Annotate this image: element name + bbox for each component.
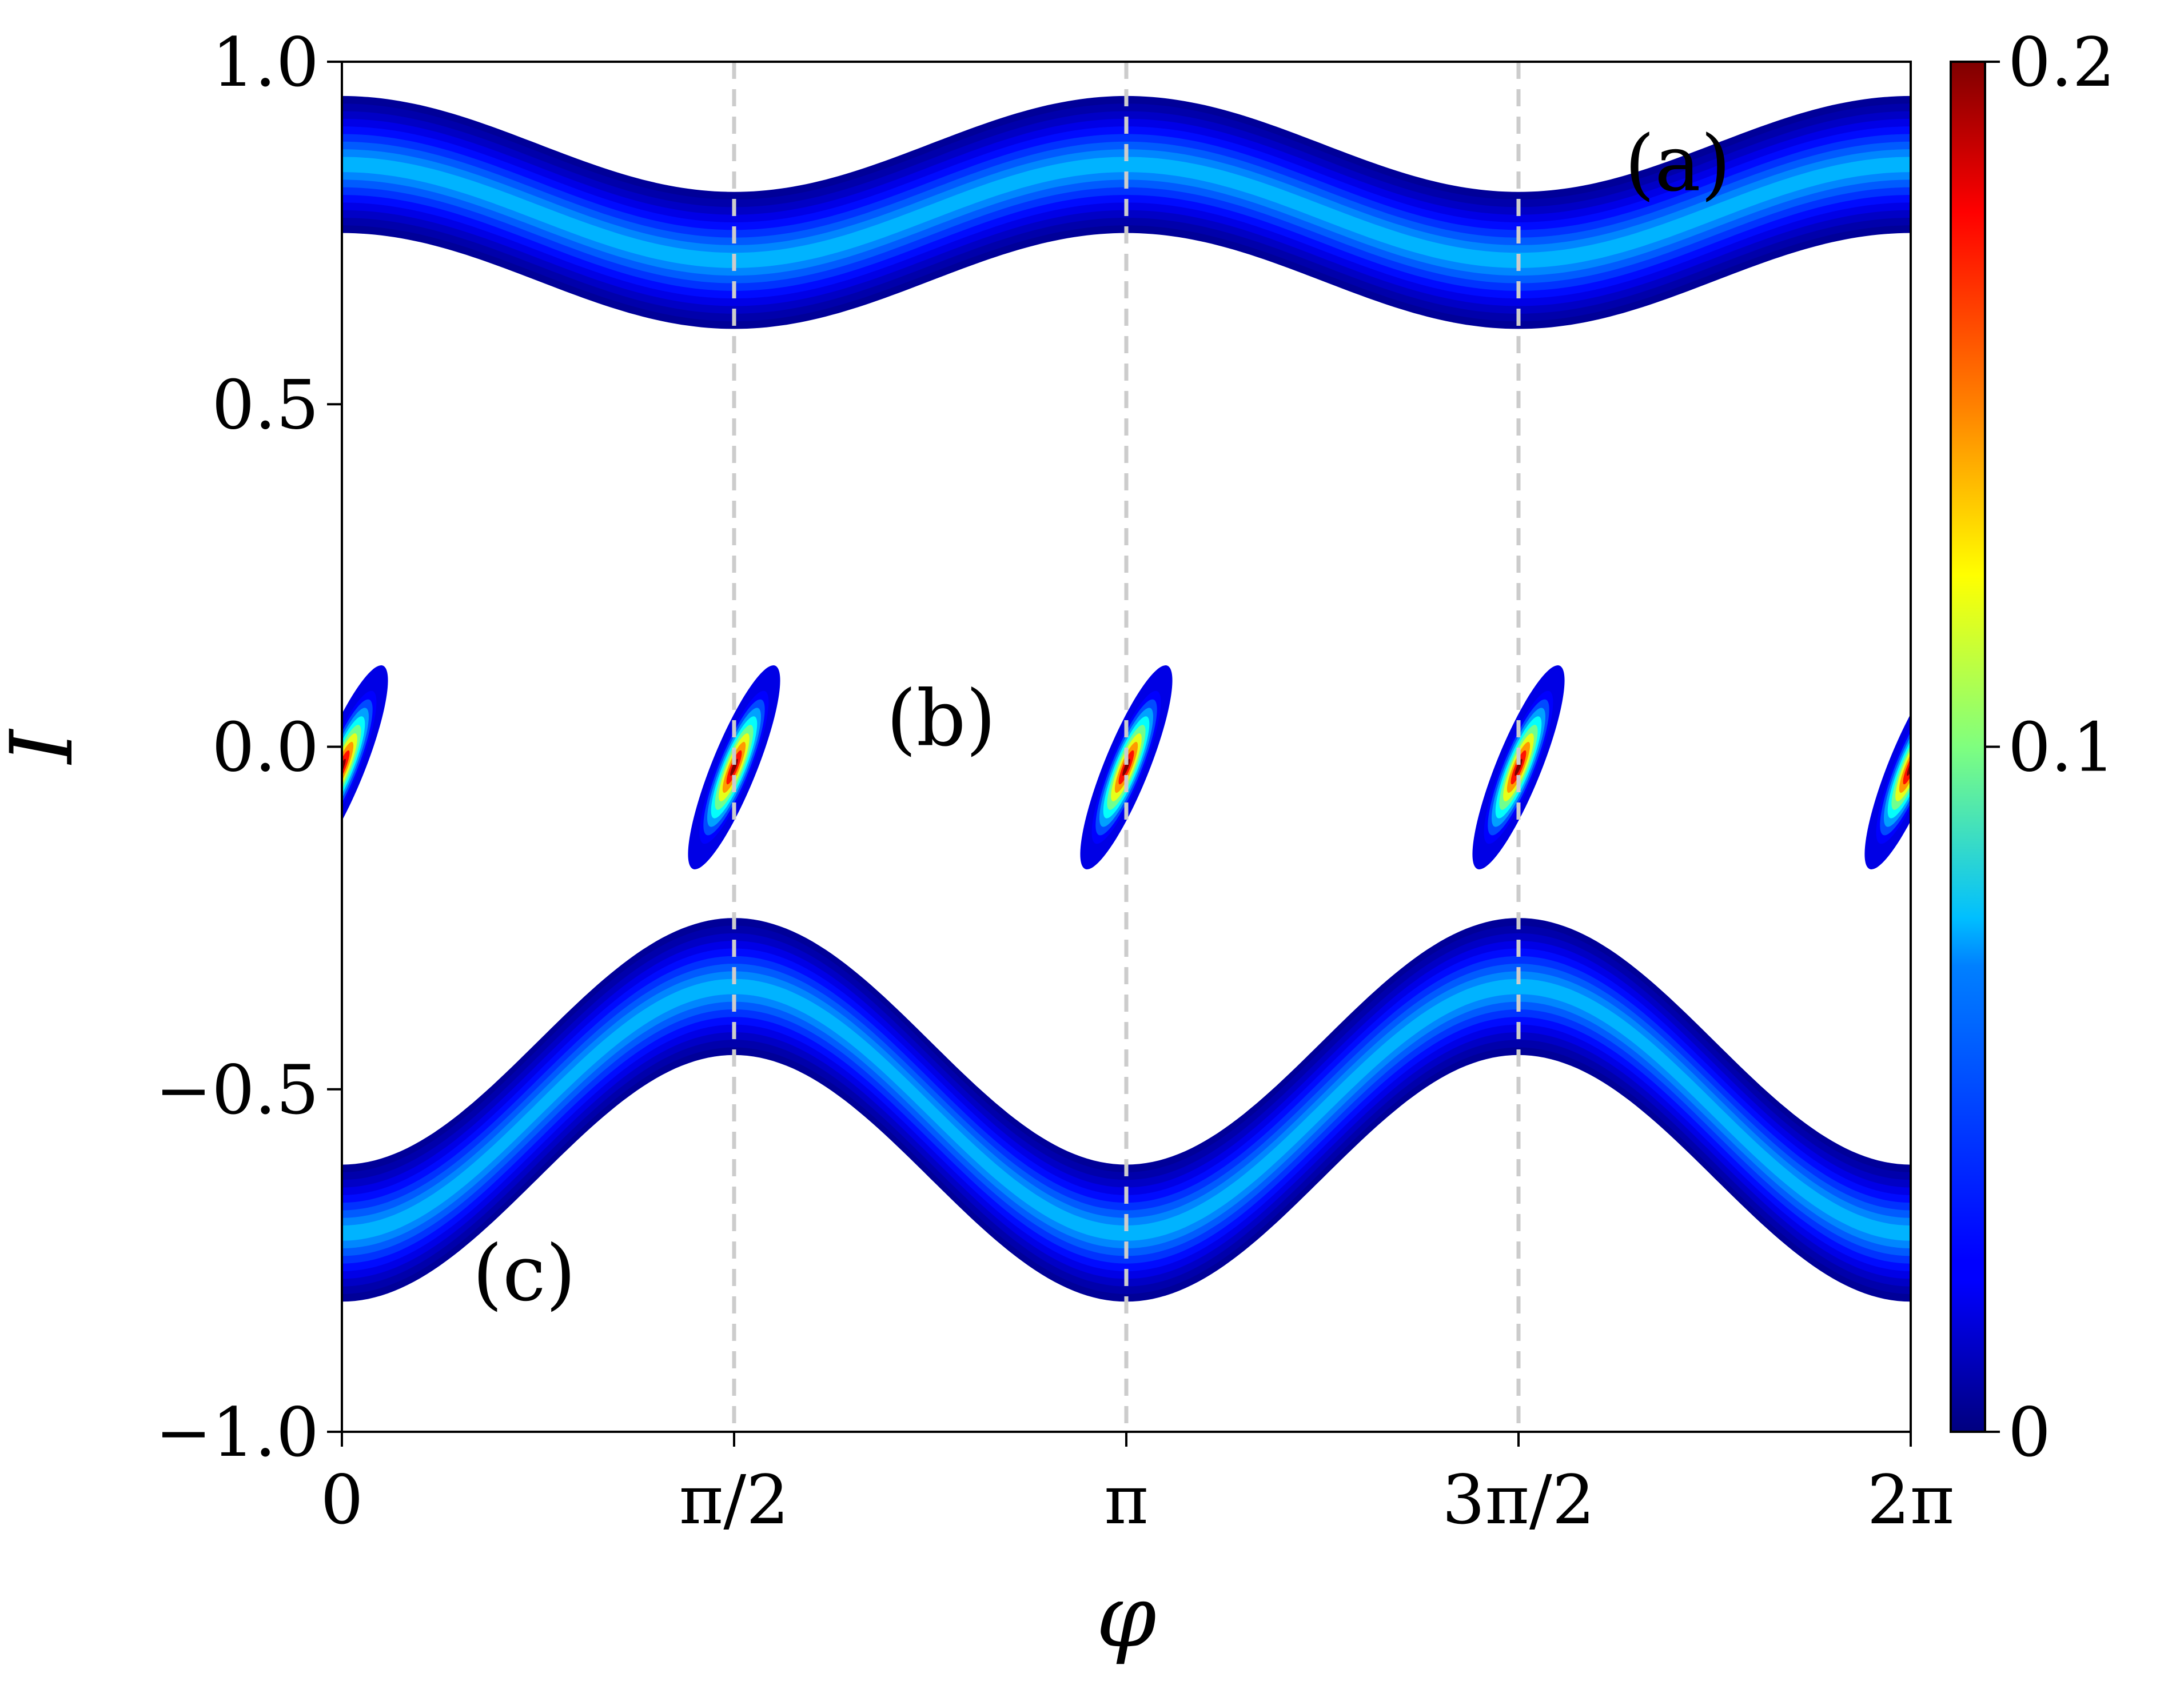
- island-4-level-11: [1907, 758, 1911, 776]
- panel-label-1: (b): [886, 674, 996, 764]
- island-2: [1080, 665, 1173, 869]
- island-0: [342, 665, 388, 869]
- colorbar-gradient: [1950, 61, 1986, 1433]
- colorbar-tick-label-0: 0: [2008, 1393, 2051, 1472]
- y-tick-label-2: 0.0: [212, 708, 319, 787]
- y-tick-label-0: −1.0: [155, 1393, 319, 1472]
- y-tick-label-3: 0.5: [212, 365, 319, 444]
- islands-layer: [342, 665, 1911, 869]
- y-tick-label-4: 1.0: [212, 23, 319, 102]
- island-1: [688, 665, 780, 869]
- x-tick-label-0: 0: [320, 1460, 363, 1539]
- x-tick-label-2: π: [1104, 1460, 1149, 1539]
- plot-area: [342, 62, 1911, 1432]
- x-tick-label-3: 3π/2: [1442, 1460, 1595, 1539]
- colorbar-ticks: 0 0.1 0.2: [1985, 23, 2115, 1472]
- panel-label-2: (c): [472, 1228, 576, 1318]
- x-tick-label-4: 2π: [1867, 1460, 1955, 1539]
- colorbar: 0 0.1 0.2: [1950, 23, 2115, 1472]
- y-axis-label: I: [0, 728, 92, 765]
- island-0-level-11: [342, 758, 346, 776]
- colorbar-tick-label-1: 0.1: [2008, 708, 2115, 787]
- vlines-layer: [732, 62, 1521, 1432]
- x-axis-label: φ: [1096, 1567, 1156, 1667]
- island-4: [1864, 665, 1911, 869]
- panel-label-0: (a): [1625, 119, 1731, 209]
- island-3: [1472, 665, 1565, 869]
- annotations: (a) (b) (c): [472, 119, 1731, 1319]
- island-4-level-10: [1903, 750, 1911, 785]
- colorbar-tick-label-2: 0.2: [2008, 23, 2115, 102]
- island-0-level-10: [342, 750, 350, 785]
- y-tick-label-1: −0.5: [155, 1051, 319, 1129]
- axes-ticks: 0 π/2 π 3π/2 2π −1.0 −0.5 0.0 0.5 1.0: [155, 23, 1954, 1539]
- x-tick-label-1: π/2: [679, 1460, 789, 1539]
